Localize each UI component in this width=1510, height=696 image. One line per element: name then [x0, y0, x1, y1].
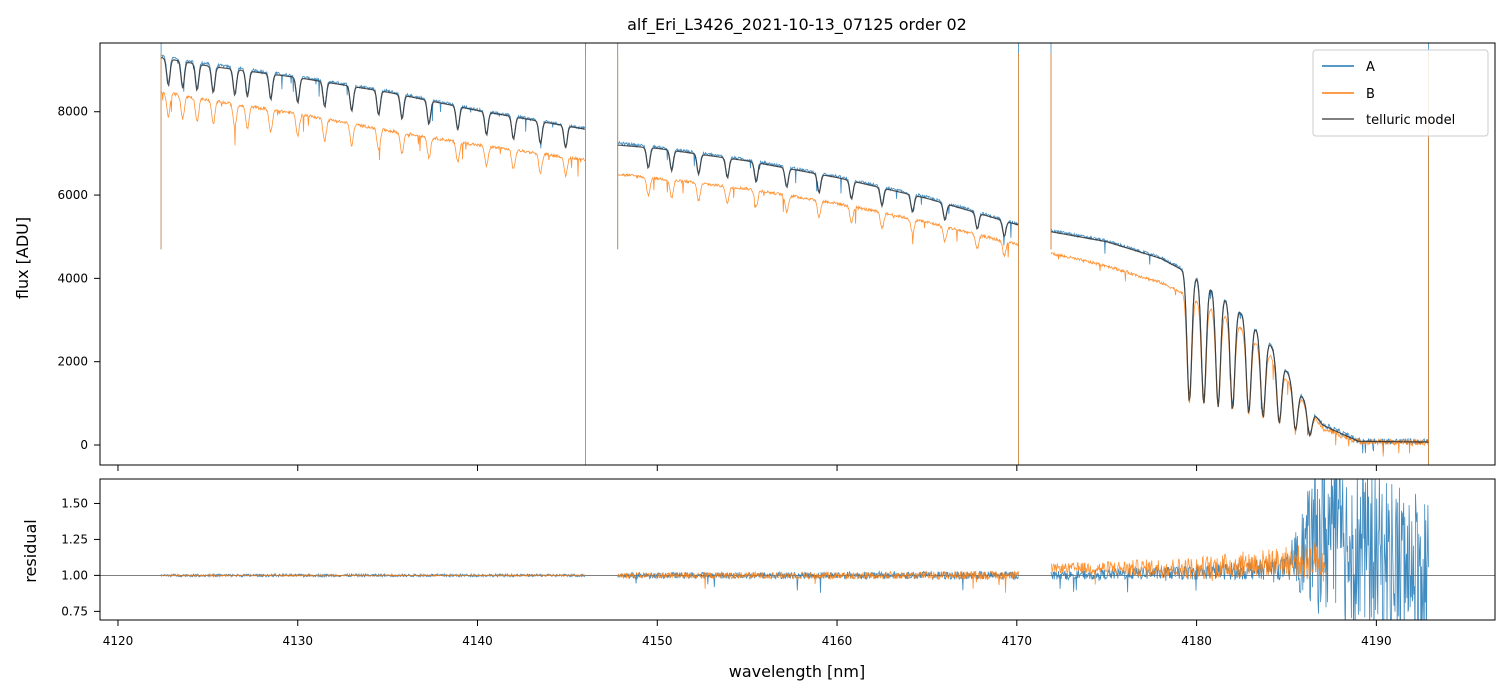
residual-axis-label: residual	[21, 519, 40, 582]
flux-ytick-label: 2000	[57, 355, 88, 369]
residual-line-b-segment-1	[161, 573, 586, 578]
wavelength-xtick-label: 4170	[1002, 634, 1033, 648]
residual-panel-frame	[99, 478, 1496, 621]
legend-entry-model: telluric model	[1366, 113, 1455, 128]
residual-panel: 0.75 1.00 1.25 1.50 4120 4130 4140 4150 4160 417…	[21, 478, 1496, 681]
wavelength-xtick-label: 4180	[1181, 634, 1212, 648]
flux-ytick-label: 0	[80, 438, 88, 452]
wavelength-xtick-label: 4130	[282, 634, 313, 648]
wavelength-xtick-label: 4160	[822, 634, 853, 648]
flux-ytick-label: 4000	[57, 271, 88, 285]
residual-line-b-segment-3	[1050, 542, 1327, 585]
series-line-b-segment-1	[160, 90, 586, 179]
flux-panel-frame	[99, 42, 1496, 466]
flux-ytick-label: 8000	[57, 105, 88, 119]
flux-ytick-label: 6000	[57, 188, 88, 202]
legend-box	[1312, 49, 1489, 137]
series-line-a-segment-3	[1050, 228, 1429, 454]
legend-entry-b: B	[1366, 87, 1375, 102]
flux-panel: 0 2000 4000 6000 8000 flux [ADU] A B telluri…	[13, 42, 1496, 471]
series-line-telluric-model-segment-2	[617, 144, 1019, 238]
flux-axis-label: flux [ADU]	[13, 217, 32, 299]
wavelength-xtick-label: 4120	[103, 634, 134, 648]
series-line-b-segment-2	[617, 172, 1019, 258]
residual-line-a-segment-3	[1050, 479, 1429, 620]
wavelength-xtick-label: 4140	[462, 634, 493, 648]
series-line-telluric-model-segment-3	[1050, 231, 1429, 443]
series-line-telluric-model-segment-1	[160, 57, 586, 149]
legend: A B telluric model	[1312, 49, 1489, 137]
wavelength-xtick-label: 4150	[642, 634, 673, 648]
legend-entry-a: A	[1366, 60, 1375, 75]
residual-ytick-label: 1.25	[61, 532, 88, 546]
chart-title: alf_Eri_L3426_2021-10-13_07125 order 02	[627, 15, 967, 35]
wavelength-axis-label: wavelength [nm]	[729, 662, 866, 681]
wavelength-xtick-label: 4190	[1361, 634, 1392, 648]
series-line-b-segment-3	[1050, 251, 1429, 457]
residual-ytick-label: 1.00	[61, 568, 88, 582]
residual-ytick-label: 1.50	[61, 496, 88, 510]
residual-ytick-label: 0.75	[61, 604, 88, 618]
residual-line-b-segment-2	[617, 570, 1019, 593]
